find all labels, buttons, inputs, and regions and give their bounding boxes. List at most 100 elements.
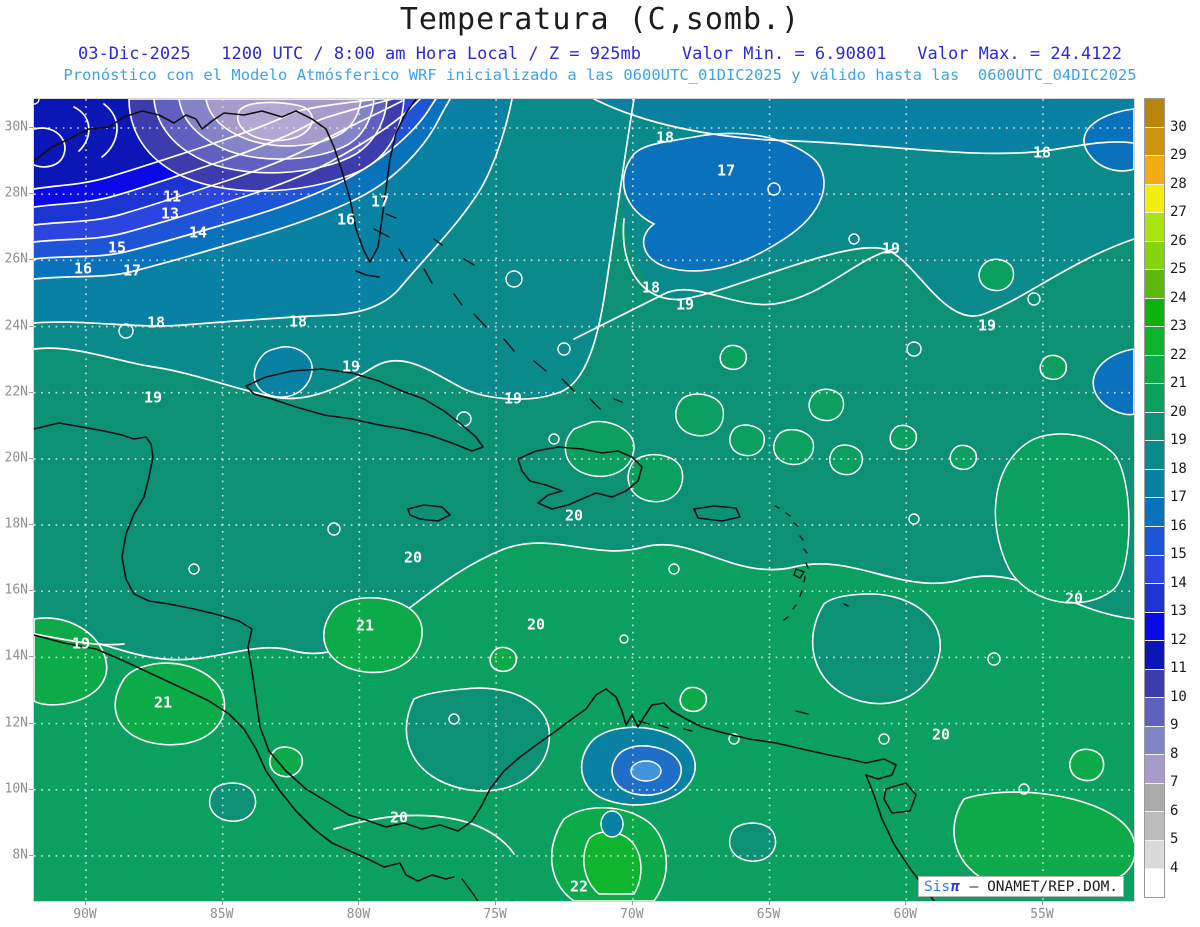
lat-axis-label: 20N [4, 450, 28, 466]
contour-value-label: 20 [931, 725, 951, 744]
colorbar-tick-label: 20 [1170, 403, 1187, 420]
colorbar-segment [1145, 270, 1164, 299]
lon-axis-label: 80W [346, 907, 371, 922]
colorbar-segment [1145, 726, 1164, 756]
contour-value-label: 18 [655, 128, 675, 147]
colorbar-segment [1145, 327, 1164, 356]
colorbar-tick-label: 14 [1170, 574, 1187, 591]
colorbar-segment [1145, 526, 1164, 556]
contour-value-label: 17 [122, 261, 142, 280]
contour-value-label: 20 [403, 548, 423, 567]
sispi-brand-sis: Sis [923, 878, 951, 895]
lat-axis-tick [29, 391, 33, 393]
colorbar-segment [1145, 441, 1164, 470]
lat-axis-tick [29, 259, 33, 261]
colorbar-segment [1145, 469, 1164, 499]
colorbar-segment [1145, 840, 1164, 870]
lat-axis-tick [29, 590, 33, 592]
sispi-pi-logo: π [951, 878, 960, 895]
contour-value-label: 17 [716, 161, 736, 180]
colorbar-segment [1145, 669, 1164, 699]
colorbar-segment [1145, 241, 1164, 271]
lon-axis-tick [768, 901, 770, 905]
contour-value-label: 11 [162, 187, 182, 206]
lat-axis-tick [29, 325, 33, 327]
contour-value-label: 19 [977, 316, 997, 335]
colorbar-segment [1145, 412, 1164, 442]
colorbar-segment [1145, 298, 1164, 328]
contour-value-label: 19 [503, 389, 523, 408]
colorbar-segment [1145, 783, 1164, 813]
lon-axis-label: 90W [73, 907, 97, 922]
contour-value-label: 18 [146, 313, 166, 332]
contour-value-label: 19 [881, 239, 901, 258]
colorbar-segment [1145, 156, 1164, 185]
lat-axis-label: 22N [4, 384, 28, 400]
lon-axis-tick [905, 901, 907, 905]
contour-value-label: 19 [71, 634, 91, 653]
contour-value-label: 16 [336, 210, 356, 229]
lon-axis-tick [495, 901, 497, 905]
lat-axis-tick [29, 788, 33, 790]
colorbar-tick-label: 30 [1170, 118, 1187, 135]
colorbar-tick-label: 4 [1170, 859, 1179, 876]
lon-axis-label: 75W [483, 907, 507, 922]
contour-value-label: 14 [188, 223, 208, 242]
colorbar-tick-label: 28 [1170, 175, 1187, 192]
lat-axis-label: 30N [4, 119, 28, 135]
contour-value-label: 21 [153, 693, 173, 712]
temperature-contour-map [34, 99, 1134, 901]
colorbar-tick-label: 5 [1170, 831, 1179, 847]
colorbar-segment [1145, 384, 1164, 413]
colorbar-segment [1145, 869, 1164, 897]
colorbar-tick-label: 23 [1170, 318, 1187, 334]
lat-axis-tick [29, 656, 33, 658]
lat-axis-tick [29, 722, 33, 724]
attribution-box: Sis π – ONAMET/REP.DOM. [918, 876, 1124, 897]
colorbar-segment [1145, 213, 1164, 242]
colorbar-tick-label: 26 [1170, 232, 1187, 249]
colorbar-tick-label: 13 [1170, 603, 1187, 619]
page-title: Temperatura (C,somb.) [399, 2, 801, 37]
contour-value-label: 17 [370, 192, 390, 211]
lat-axis-label: 24N [4, 318, 28, 334]
colorbar-tick-label: 8 [1170, 745, 1179, 762]
contour-value-label: 19 [143, 388, 163, 407]
attribution-org: – ONAMET/REP.DOM. [960, 878, 1119, 895]
lat-axis-label: 18N [4, 516, 28, 532]
lon-axis-label: 70W [620, 907, 644, 922]
colorbar-tick-label: 16 [1170, 517, 1187, 534]
colorbar-tick-label: 11 [1170, 660, 1187, 676]
colorbar-tick-label: 6 [1170, 802, 1179, 819]
colorbar-tick-label: 18 [1170, 460, 1187, 477]
colorbar-tick-label: 29 [1170, 147, 1187, 163]
lat-axis-label: 26N [4, 251, 28, 267]
lat-axis-tick [29, 127, 33, 128]
contour-value-label: 22 [569, 877, 589, 896]
colorbar-segment [1145, 584, 1164, 613]
contour-labels-layer: 11 13 14 15 16 17 16 17 18 17 18 18 18 19 19 18 19 19 19 19… [34, 99, 1134, 901]
lon-axis-tick [631, 901, 633, 905]
contour-value-label: 18 [1032, 143, 1052, 162]
subtitle-model-info: Pronóstico con el Modelo Atmósferico WRF… [63, 66, 1137, 84]
colorbar-segment [1145, 755, 1164, 784]
colorbar-tick-label: 12 [1170, 631, 1187, 648]
map-plot-area: 11 13 14 15 16 17 16 17 18 17 18 18 18 19 19 18 19 19 19 19… [33, 98, 1135, 902]
colorbar-segment [1145, 641, 1164, 670]
lon-axis-label: 65W [756, 907, 781, 922]
lon-axis-label: 60W [893, 907, 917, 922]
colorbar-tick-label: 27 [1170, 204, 1187, 220]
colorbar-segment [1145, 355, 1164, 385]
colorbar-tick-label: 9 [1170, 717, 1179, 733]
colorbar-segment [1145, 184, 1164, 214]
lat-axis-tick [29, 193, 33, 195]
colorbar-tick-label: 10 [1170, 688, 1187, 705]
lat-axis-tick [29, 457, 33, 459]
colorbar-tick-label: 21 [1170, 375, 1187, 391]
contour-value-label: 16 [73, 259, 93, 278]
colorbar-segment [1145, 812, 1164, 841]
lat-axis-label: 28N [4, 185, 28, 201]
lat-axis-label: 10N [4, 781, 28, 797]
lat-axis-label: 8N [12, 847, 28, 863]
